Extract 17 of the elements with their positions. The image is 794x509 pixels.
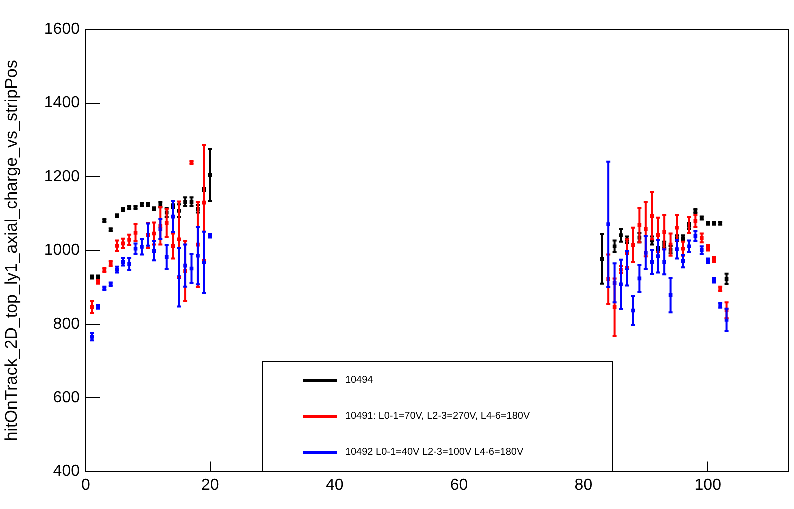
legend-label: 10494 [345, 374, 374, 386]
legend-label: 10492 L0-1=40V L2-3=100V L4-6=180V [345, 447, 524, 458]
x-tick-label: 0 [82, 476, 91, 494]
x-tick-label: 60 [450, 476, 468, 494]
y-tick-label: 1400 [44, 94, 80, 112]
y-axis-title: hitOnTrack_2D_top_ly1_axial_charge_vs_stripPos [2, 60, 21, 442]
y-tick-label: 1200 [44, 168, 80, 186]
x-tick-label: 20 [202, 476, 220, 494]
legend-label: 10491: L0-1=70V, L2-3=270V, L4-6=180V [345, 411, 530, 422]
y-tick-label: 1600 [44, 21, 80, 38]
x-tick-label: 100 [694, 476, 722, 494]
y-tick-label: 1000 [44, 242, 80, 260]
y-tick-label: 600 [53, 390, 80, 407]
x-tick-label: 40 [326, 476, 344, 494]
y-tick-label: 400 [53, 463, 80, 480]
y-tick-label: 800 [53, 316, 80, 333]
x-tick-label: 80 [574, 476, 593, 494]
